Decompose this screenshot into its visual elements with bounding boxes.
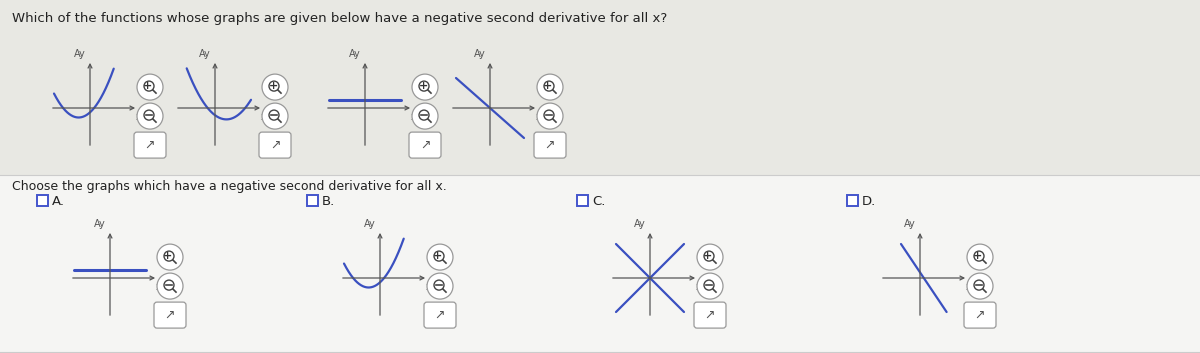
Circle shape bbox=[412, 74, 438, 100]
Text: x: x bbox=[966, 282, 972, 292]
Circle shape bbox=[427, 273, 454, 299]
Text: Choose the graphs which have a negative second derivative for all x.: Choose the graphs which have a negative … bbox=[12, 180, 446, 193]
Text: ↗: ↗ bbox=[270, 139, 281, 151]
Circle shape bbox=[262, 103, 288, 129]
Text: ↗: ↗ bbox=[545, 139, 556, 151]
FancyBboxPatch shape bbox=[259, 132, 292, 158]
Text: Ay: Ay bbox=[365, 219, 376, 229]
Text: Ay: Ay bbox=[199, 49, 211, 59]
Text: x: x bbox=[426, 282, 432, 292]
Bar bbox=[847, 195, 858, 206]
Text: ↗: ↗ bbox=[434, 309, 445, 322]
Text: +: + bbox=[544, 81, 553, 91]
Bar bbox=[307, 195, 318, 206]
Circle shape bbox=[967, 273, 994, 299]
Circle shape bbox=[538, 103, 563, 129]
Text: x: x bbox=[536, 112, 541, 122]
Bar bbox=[577, 195, 588, 206]
FancyBboxPatch shape bbox=[424, 302, 456, 328]
Text: +: + bbox=[163, 251, 173, 261]
Text: A.: A. bbox=[52, 195, 65, 208]
Circle shape bbox=[137, 74, 163, 100]
Text: ↗: ↗ bbox=[164, 309, 175, 322]
Bar bbox=[0, 175, 1200, 353]
Bar bbox=[37, 195, 48, 206]
Text: Which of the functions whose graphs are given below have a negative second deriv: Which of the functions whose graphs are … bbox=[12, 12, 667, 25]
FancyBboxPatch shape bbox=[534, 132, 566, 158]
Text: Ay: Ay bbox=[474, 49, 486, 59]
Circle shape bbox=[157, 273, 182, 299]
Text: ↗: ↗ bbox=[974, 309, 985, 322]
FancyBboxPatch shape bbox=[409, 132, 442, 158]
Circle shape bbox=[538, 74, 563, 100]
Text: x: x bbox=[156, 282, 162, 292]
Circle shape bbox=[412, 103, 438, 129]
Text: +: + bbox=[703, 251, 713, 261]
Circle shape bbox=[427, 244, 454, 270]
FancyBboxPatch shape bbox=[134, 132, 166, 158]
Text: ↗: ↗ bbox=[145, 139, 155, 151]
Text: Ay: Ay bbox=[95, 219, 106, 229]
Text: ↗: ↗ bbox=[420, 139, 431, 151]
Circle shape bbox=[697, 273, 722, 299]
Text: x: x bbox=[136, 112, 142, 122]
FancyBboxPatch shape bbox=[694, 302, 726, 328]
Circle shape bbox=[697, 244, 722, 270]
Text: C.: C. bbox=[592, 195, 605, 208]
Text: B.: B. bbox=[322, 195, 335, 208]
FancyBboxPatch shape bbox=[964, 302, 996, 328]
Text: +: + bbox=[143, 81, 152, 91]
Text: Ay: Ay bbox=[635, 219, 646, 229]
Text: D.: D. bbox=[862, 195, 876, 208]
Text: x: x bbox=[696, 282, 702, 292]
Circle shape bbox=[137, 103, 163, 129]
Text: Ay: Ay bbox=[74, 49, 86, 59]
Text: ↗: ↗ bbox=[704, 309, 715, 322]
Text: x: x bbox=[410, 112, 416, 122]
Text: +: + bbox=[419, 81, 427, 91]
Text: Ay: Ay bbox=[349, 49, 361, 59]
Text: +: + bbox=[433, 251, 443, 261]
Circle shape bbox=[157, 244, 182, 270]
FancyBboxPatch shape bbox=[154, 302, 186, 328]
Text: +: + bbox=[269, 81, 277, 91]
Text: +: + bbox=[973, 251, 983, 261]
Text: Ay: Ay bbox=[905, 219, 916, 229]
Circle shape bbox=[967, 244, 994, 270]
Circle shape bbox=[262, 74, 288, 100]
Text: x: x bbox=[262, 112, 266, 122]
